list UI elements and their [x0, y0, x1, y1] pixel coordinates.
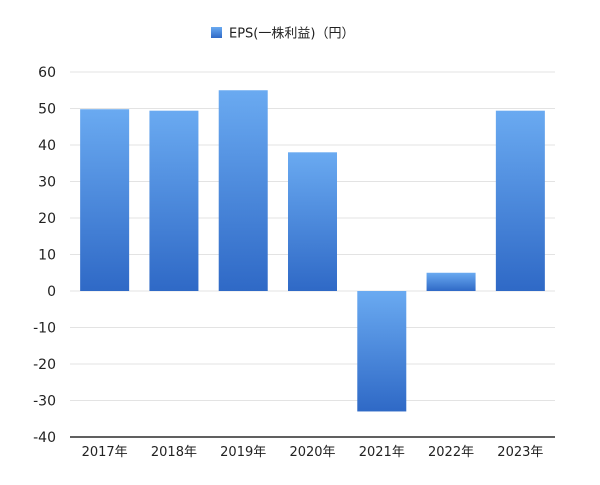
bar	[218, 90, 268, 291]
y-tick-label: -10	[33, 321, 56, 337]
bar	[149, 110, 199, 291]
bar	[80, 109, 130, 291]
y-tick-label: 40	[38, 138, 56, 154]
x-tick-label: 2020年	[289, 445, 335, 460]
x-tick-label: 2021年	[359, 445, 405, 460]
x-tick-label: 2019年	[220, 445, 266, 460]
y-tick-label: 50	[38, 102, 56, 118]
y-tick-label: 60	[38, 65, 56, 81]
legend-label: EPS(一株利益)（円）	[229, 27, 354, 42]
bar	[426, 272, 476, 291]
x-tick-label: 2018年	[151, 445, 197, 460]
y-tick-label: -20	[33, 357, 56, 373]
bars	[80, 90, 545, 412]
bar	[288, 152, 337, 291]
legend-swatch	[211, 27, 222, 38]
y-tick-label: 30	[38, 175, 56, 191]
x-tick-label: 2022年	[428, 445, 474, 460]
y-tick-label: -30	[33, 394, 56, 410]
y-tick-label: 0	[47, 284, 56, 300]
x-axis-tick-labels: 2017年 2018年 2019年 2020年 2021年 2022年 2023年	[82, 445, 544, 460]
bar	[495, 110, 545, 291]
bar	[357, 291, 407, 412]
x-tick-label: 2017年	[82, 445, 128, 460]
y-tick-label: 10	[38, 248, 56, 264]
y-tick-label: -40	[33, 430, 56, 446]
legend: EPS(一株利益)（円）	[211, 27, 354, 42]
x-tick-label: 2023年	[497, 445, 543, 460]
y-tick-label: 20	[38, 211, 56, 227]
y-axis-tick-labels: -40 -30 -20 -10 0 10 20 30 40 50 60	[33, 65, 56, 446]
